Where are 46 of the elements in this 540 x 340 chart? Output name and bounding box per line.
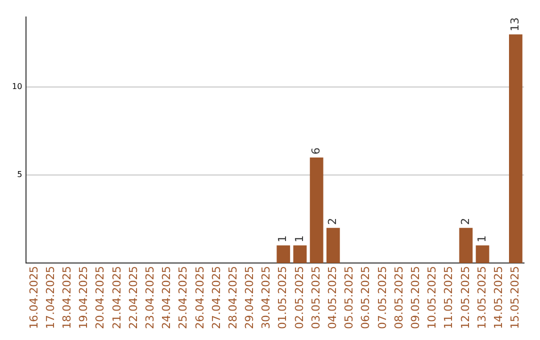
x-tick-label: 21.04.2025 <box>110 266 124 330</box>
y-tick-label: 5 <box>17 170 22 180</box>
x-tick-label: 20.04.2025 <box>94 266 107 330</box>
x-tick-label: 17.04.2025 <box>44 266 57 330</box>
x-tick-label: 19.04.2025 <box>77 266 90 330</box>
data-label: 6 <box>309 147 322 154</box>
x-tick-label: 07.05.2025 <box>376 266 389 330</box>
data-label: 1 <box>292 235 306 242</box>
x-tick-label: 02.05.2025 <box>292 266 306 330</box>
x-tick-label: 22.04.2025 <box>126 266 140 330</box>
x-tick-label: 26.04.2025 <box>193 266 206 330</box>
data-label: 1 <box>475 235 488 242</box>
bar <box>293 245 307 264</box>
x-tick-label: 04.05.2025 <box>326 266 340 330</box>
x-tick-label: 23.04.2025 <box>143 266 156 330</box>
data-label: 2 <box>458 218 472 225</box>
x-tick-label: 13.05.2025 <box>475 266 488 330</box>
x-tick-label: 09.05.2025 <box>408 266 422 330</box>
x-tick-label: 29.04.2025 <box>243 266 256 330</box>
x-tick-label: 27.04.2025 <box>210 266 223 330</box>
x-tick-label: 28.04.2025 <box>226 266 240 330</box>
data-label: 13 <box>508 17 522 32</box>
x-tick-label: 01.05.2025 <box>276 266 290 330</box>
bar <box>326 228 340 264</box>
data-label: 1 <box>276 235 290 242</box>
bar <box>276 245 290 264</box>
y-tick-label: 10 <box>12 82 22 92</box>
bar <box>476 245 490 264</box>
x-tick-label: 06.05.2025 <box>359 266 372 330</box>
x-tick-label: 16.04.2025 <box>27 266 40 330</box>
bar <box>509 34 522 264</box>
x-tick-label: 08.05.2025 <box>392 266 406 330</box>
x-tick-label: 15.05.2025 <box>508 266 522 330</box>
x-tick-label: 14.05.2025 <box>492 266 505 330</box>
x-tick-label: 25.04.2025 <box>176 266 190 330</box>
x-tick-label: 12.05.2025 <box>458 266 472 330</box>
x-tick-label: 03.05.2025 <box>309 266 322 330</box>
x-tick-label: 11.05.2025 <box>442 266 456 330</box>
x-tick-label: 05.05.2025 <box>342 266 356 330</box>
x-tick-label: 10.05.2025 <box>426 266 439 330</box>
data-label: 2 <box>326 218 340 225</box>
x-tick-label: 24.04.2025 <box>160 266 174 330</box>
bar <box>310 157 324 264</box>
x-tick-label: 30.04.2025 <box>260 266 273 330</box>
x-tick-label: 18.04.2025 <box>60 266 74 330</box>
bar <box>459 228 473 264</box>
